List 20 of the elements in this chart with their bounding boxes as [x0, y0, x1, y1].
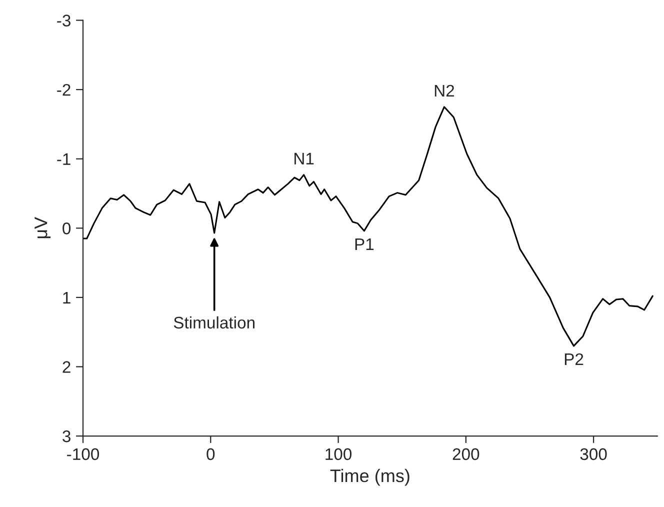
y-tick-label: 1	[63, 292, 70, 304]
y-axis-title: μV	[34, 217, 51, 238]
y-tick-label: 2	[62, 361, 70, 373]
annotation: Stimulation	[174, 316, 254, 329]
annotation: P1	[355, 238, 374, 250]
annotation: N1	[294, 152, 314, 164]
x-axis-title: Time (ms)	[330, 468, 410, 486]
y-tick-label: 0	[62, 222, 71, 234]
y-tick-label: -2	[57, 84, 70, 96]
line-series	[83, 106, 654, 347]
y-tick-label: -1	[57, 153, 70, 165]
annotation: P2	[564, 353, 584, 365]
x-tick-label: 0	[206, 448, 215, 460]
x-tick-label: 300	[580, 448, 607, 460]
y-tick-label: -3	[57, 14, 70, 26]
y-tick-label: 3	[62, 430, 70, 442]
x-tick-label: -100	[67, 448, 100, 460]
annotation: N2	[434, 84, 454, 96]
x-tick-label: 200	[452, 448, 480, 460]
x-tick-label: 100	[326, 448, 352, 460]
